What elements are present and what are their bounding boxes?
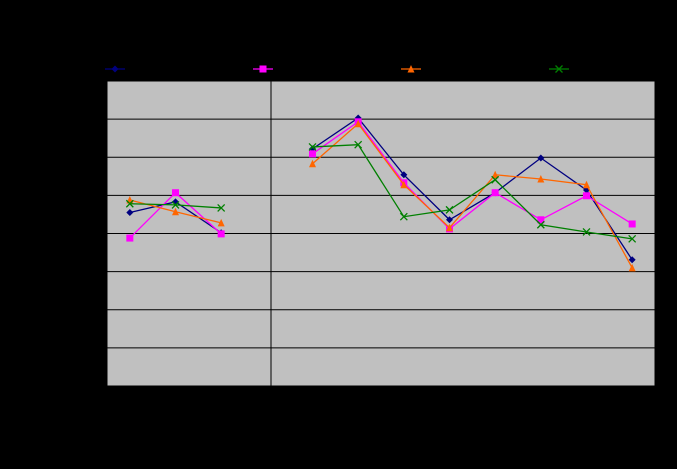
- data-point: [537, 154, 545, 162]
- data-point: [445, 205, 454, 214]
- data-point: [125, 199, 134, 208]
- data-point: [400, 180, 408, 189]
- data-point: [217, 203, 226, 212]
- data-point: [399, 212, 408, 221]
- data-point: [537, 174, 545, 183]
- data-point: [172, 207, 179, 216]
- data-point: [537, 216, 545, 224]
- data-point: [582, 228, 591, 236]
- data-point: [217, 218, 225, 227]
- data-point: [628, 220, 636, 228]
- data-point: [628, 263, 636, 272]
- data-point: [628, 234, 637, 243]
- data-point: [400, 171, 408, 179]
- data-point: [583, 192, 590, 200]
- data-point: [354, 140, 363, 149]
- plot-border: [106, 80, 656, 387]
- legend-marker: [111, 65, 119, 73]
- data-point: [308, 142, 317, 151]
- data-point: [126, 209, 134, 217]
- data-point: [309, 159, 316, 168]
- data-point: [446, 223, 453, 232]
- data-point: [446, 216, 453, 224]
- data-point: [583, 180, 590, 189]
- data-point: [491, 170, 499, 179]
- data-point: [217, 230, 225, 238]
- data-point: [536, 220, 545, 229]
- data-point: [171, 200, 180, 209]
- data-point: [309, 150, 316, 158]
- legend-marker: [407, 65, 415, 73]
- data-point: [126, 234, 134, 242]
- data-point: [628, 256, 636, 264]
- legend-marker: [555, 65, 563, 73]
- legend-marker: [259, 65, 267, 73]
- data-point: [354, 119, 362, 128]
- data-point: [491, 189, 499, 197]
- data-point: [172, 189, 179, 197]
- data-point: [491, 175, 500, 184]
